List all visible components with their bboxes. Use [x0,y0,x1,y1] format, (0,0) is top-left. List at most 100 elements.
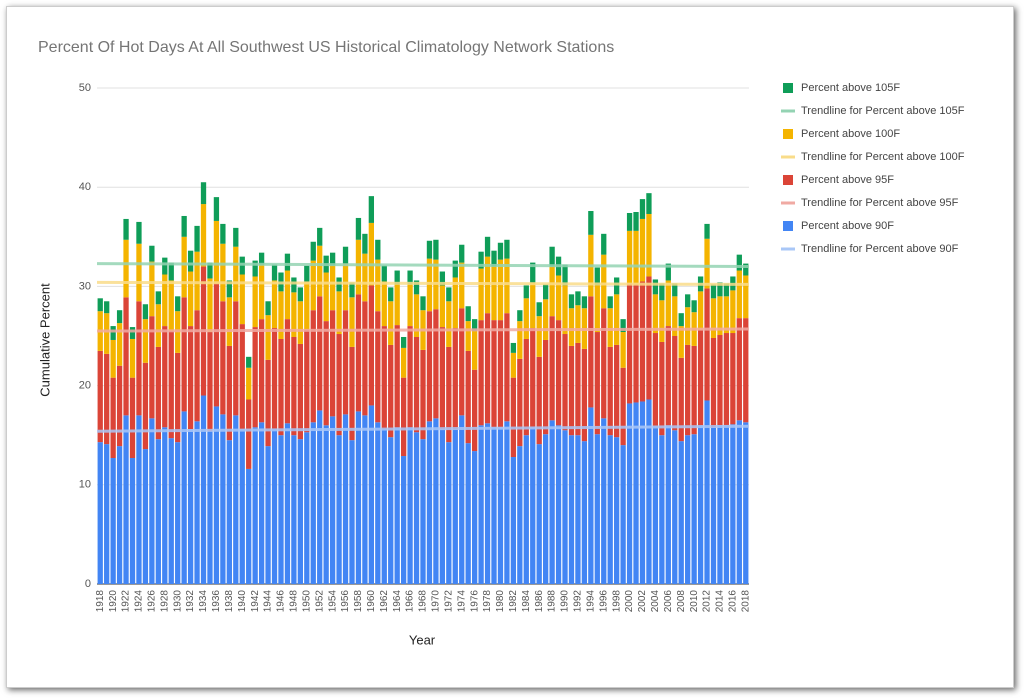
bar-segment [362,233,368,254]
bar-segment [284,319,291,424]
bar-segment [116,323,123,366]
bar-segment [459,262,465,309]
legend-label: Percent above 105F [801,82,900,94]
bar-segment [136,415,142,584]
bar-segment [317,245,323,297]
bar-segment [685,307,691,345]
x-tick-label: 1938 [224,590,235,613]
x-tick-label: 2004 [650,590,661,613]
bar-segment [736,420,742,584]
bar-segment [678,357,684,442]
bar-segment [478,268,484,321]
bar-segment [717,296,723,336]
bar-segment [549,316,555,421]
bar-segment [323,272,329,322]
bar-segment [323,425,329,584]
bar-segment [375,259,381,312]
bar-segment [258,319,265,423]
bar-segment [601,418,607,584]
bar-segment [633,402,639,584]
bar-segment [284,270,291,320]
bar-segment [291,435,297,584]
bar-segment [420,349,426,440]
x-tick-label: 1966 [405,590,416,613]
bar-segment [620,367,626,446]
bar-segment [149,245,155,262]
x-tick-label: 2002 [637,590,648,613]
bar-segment [543,434,549,584]
bar-segment [607,308,613,347]
bar-segment [723,283,730,297]
bar-segment [723,333,730,426]
bar-segment [555,275,562,321]
y-tick-label: 50 [79,82,91,94]
x-tick-label: 1956 [340,590,351,613]
bar-segment [129,377,136,459]
bar-segment [471,369,478,452]
bar-segment [362,415,368,584]
bar-segment [213,220,220,284]
bar-segment [575,305,581,343]
y-tick-label: 10 [79,479,91,491]
legend-swatch [783,83,793,93]
bar-segment [381,281,387,327]
bar-segment [575,291,581,306]
bar-segment [504,313,510,422]
x-tick-label: 1942 [250,590,261,613]
bar-segment [736,318,742,421]
x-tick-label: 2006 [663,590,674,613]
bar-segment [484,423,491,584]
bar-segment [530,328,536,428]
bar-segment [142,319,149,363]
bar-segment [110,339,116,378]
bar-segment [239,324,245,430]
legend-label: Trendline for Percent above 95F [801,197,959,209]
bar-segment [149,261,155,317]
x-tick-label: 1978 [482,590,493,613]
bar-segment [329,310,336,417]
bar-segment [336,435,342,584]
bar-segment [123,415,129,584]
bar-segment [594,285,600,333]
bar-segment [497,320,504,428]
bar-segment [265,446,271,584]
bar-segment [194,421,200,584]
bar-segment [200,204,207,267]
x-tick-label: 1936 [211,590,222,613]
bar-segment [413,294,420,337]
x-tick-label: 1924 [134,590,145,613]
bar-segment [697,425,704,584]
bar-segment [433,309,439,419]
bar-segment [626,212,633,231]
bar-segment [452,277,458,329]
bar-segment [723,296,730,334]
legend-label: Trendline for Percent above 105F [801,105,965,117]
bar-segment [116,310,123,324]
bar-segment [187,429,194,584]
x-tick-label: 1960 [366,590,377,613]
bar-segment [626,230,633,284]
bar-segment [536,356,542,445]
trendline [96,327,750,333]
bar-segment [568,294,575,309]
bar-segment [413,280,420,295]
bar-segment [123,297,129,416]
bar-segment [207,278,213,333]
x-tick-label: 1980 [495,590,506,613]
bar-segment [588,211,594,235]
bar-segment [168,331,174,439]
x-tick-label: 1950 [301,590,312,613]
bar-segment [543,299,549,340]
bar-segment [710,337,717,428]
bar-segment [368,196,375,223]
bar-segment [317,227,323,246]
bar-segment [685,294,691,308]
bar-segment [555,320,562,426]
legend-label: Trendline for Percent above 100F [801,151,965,163]
bar-segment [497,427,504,584]
bar-segment [659,435,665,584]
bar-segment [568,308,575,346]
bar-segment [697,291,704,331]
bar-segment [730,333,736,425]
